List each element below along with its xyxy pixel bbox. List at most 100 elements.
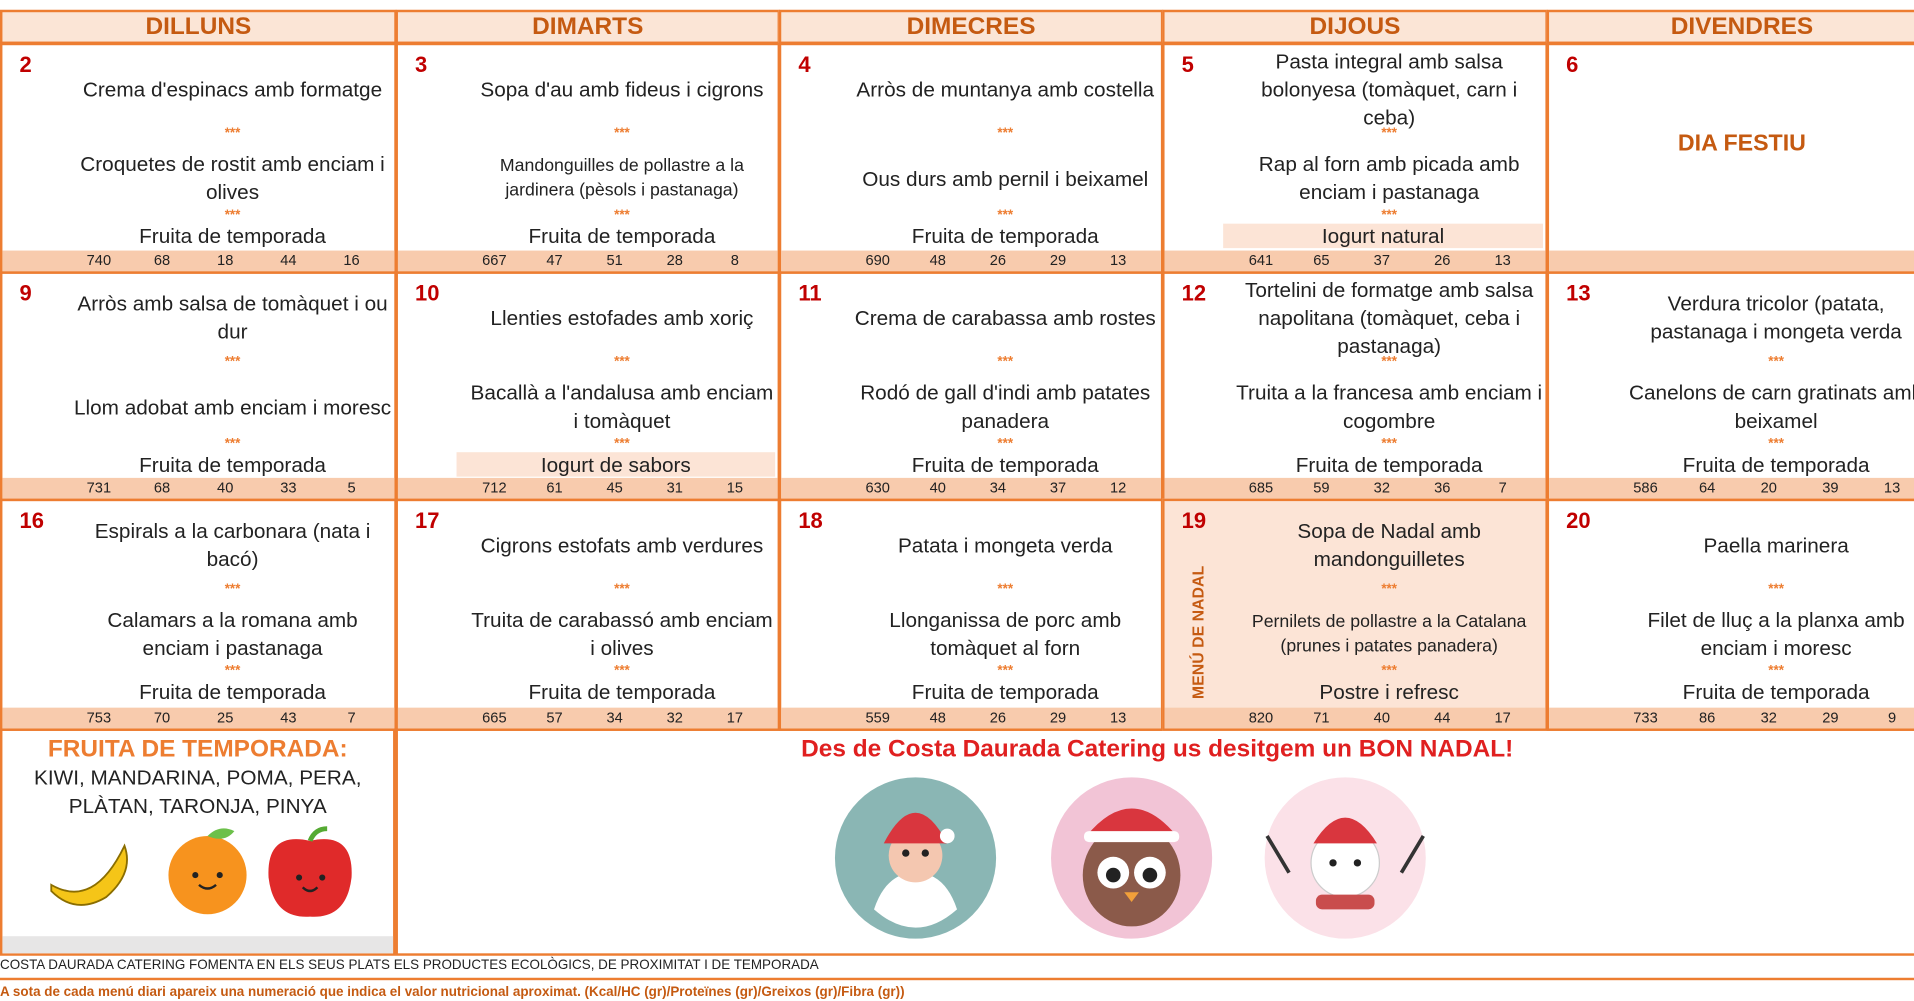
nutrition-value: 44 bbox=[280, 251, 297, 269]
nutrition-value: 48 bbox=[929, 251, 946, 269]
nutrition-value: 40 bbox=[929, 479, 946, 497]
separator: *** bbox=[997, 354, 1014, 370]
nutrition-value: 47 bbox=[546, 251, 563, 269]
nutrition-value: 29 bbox=[1822, 708, 1839, 726]
nutrition-value: 820 bbox=[1248, 708, 1274, 726]
dish: Truita a la francesa amb enciam i cogomb… bbox=[1236, 381, 1543, 433]
nutrition-band: 641 65 37 26 13 bbox=[1164, 250, 1546, 272]
day-cell: 10 Llenties estofades amb xoriç Bacallà a … bbox=[395, 271, 781, 502]
separator: *** bbox=[997, 207, 1014, 223]
separator: *** bbox=[1381, 663, 1397, 679]
nutrition-band: 740 68 18 44 16 bbox=[2, 250, 395, 272]
day-cell: 11 Crema de carabassa amb rostes Rodó de g… bbox=[778, 271, 1164, 502]
christmas-pictures bbox=[834, 777, 1426, 939]
fruit-list: KIWI, MANDARINA, POMA, PERA, PLÀTAN, TAR… bbox=[34, 766, 362, 818]
dish: Fruita de temporada bbox=[911, 224, 1099, 248]
dish: Fruita de temporada bbox=[1295, 452, 1483, 477]
separator: *** bbox=[1768, 354, 1784, 370]
separator: *** bbox=[614, 436, 630, 451]
day-cell: 13 Verdura tricolor (patata, pastanaga i … bbox=[1546, 271, 1914, 502]
date: 9 bbox=[19, 281, 32, 306]
nutrition-value: 13 bbox=[1883, 479, 1901, 497]
nutrition-value: 65 bbox=[1313, 251, 1330, 269]
date: 13 bbox=[1566, 281, 1591, 306]
day-header: DIJOUS bbox=[1162, 9, 1548, 44]
day-header: DILLUNS bbox=[0, 9, 397, 44]
day-cell: 6 DIA FESTIU bbox=[1546, 42, 1914, 274]
nutrition-band: 665 57 34 32 17 bbox=[397, 707, 778, 729]
day-cell: 12 Tortelini de formatge amb salsa napoli… bbox=[1162, 271, 1548, 502]
dish: Llonganissa de porc amb tomàquet al forn bbox=[889, 608, 1122, 660]
date: 18 bbox=[798, 508, 823, 533]
dish: Fruita de temporada bbox=[139, 452, 326, 477]
nutrition-value: 665 bbox=[482, 708, 507, 726]
dish: Bacallà a l'andalusa amb enciam i tomàqu… bbox=[470, 381, 774, 433]
nutrition-value: 25 bbox=[217, 708, 234, 726]
separator: *** bbox=[614, 125, 630, 141]
date: 6 bbox=[1566, 52, 1579, 77]
nutrition-value: 70 bbox=[153, 708, 171, 726]
greeting-box: Des de Costa Daurada Catering us desitge… bbox=[395, 728, 1914, 956]
nutrition-band: 586 64 20 39 13 bbox=[1549, 477, 1914, 499]
dish: Pernilets de pollastre a la Catalana (pr… bbox=[1251, 612, 1527, 657]
dish: Fruita de temporada bbox=[528, 680, 716, 704]
dish: Canelons de carn gratinats amb beixamel bbox=[1629, 381, 1914, 433]
day-cell: 9 Arròs amb salsa de tomàquet i ou dur Llo… bbox=[0, 271, 397, 502]
nutrition-value: 731 bbox=[86, 479, 112, 497]
date: 11 bbox=[798, 281, 822, 306]
nutrition-value: 712 bbox=[482, 479, 507, 497]
fruit-icons bbox=[50, 826, 352, 917]
nutrition-value: 32 bbox=[1760, 708, 1777, 726]
nutrition-value: 44 bbox=[1434, 708, 1451, 726]
dish: Calamars a la romana amb enciam i pastan… bbox=[107, 608, 358, 660]
separator: *** bbox=[1381, 207, 1397, 223]
dish: Arròs amb salsa de tomàquet i ou dur bbox=[77, 292, 388, 344]
nutrition-value: 753 bbox=[86, 708, 112, 726]
strip bbox=[2, 936, 394, 954]
nutrition-value: 40 bbox=[1373, 708, 1390, 726]
date: 4 bbox=[798, 52, 811, 77]
nutrition-value: 13 bbox=[1109, 708, 1127, 726]
day-cell: 20 Paella marinera Filet de lluç a la plan… bbox=[1546, 498, 1914, 731]
nutrition-value: 740 bbox=[86, 251, 112, 269]
nutrition-value: 43 bbox=[280, 708, 297, 726]
dish: Crema d'espinacs amb formatge bbox=[82, 77, 383, 101]
dish: Verdura tricolor (patata, pastanaga i mo… bbox=[1650, 292, 1902, 344]
nutrition-value: 733 bbox=[1633, 708, 1658, 726]
dish: Fruita de temporada bbox=[139, 224, 326, 248]
nutrition-value: 26 bbox=[989, 708, 1007, 726]
day-header: DIVENDRES bbox=[1546, 9, 1914, 44]
dish: Fruita de temporada bbox=[1682, 680, 1870, 704]
date: 20 bbox=[1566, 508, 1591, 533]
separator: *** bbox=[997, 436, 1014, 451]
greeting: Des de Costa Daurada Catering us desitge… bbox=[801, 735, 1514, 763]
dish: Arròs de muntanya amb costella bbox=[856, 77, 1155, 101]
day-header: DIMECRES bbox=[778, 9, 1164, 44]
date: 3 bbox=[415, 52, 428, 77]
dish: Postre i refresc bbox=[1319, 680, 1459, 704]
nutrition-value: 29 bbox=[1049, 251, 1067, 269]
dish: Fruita de temporada bbox=[911, 452, 1099, 477]
nutrition-value: 68 bbox=[153, 251, 171, 269]
nutrition-value: 559 bbox=[865, 708, 890, 726]
date: 10 bbox=[415, 281, 440, 306]
nutrition-value: 17 bbox=[726, 708, 744, 726]
nutrition-band: 733 86 32 29 9 bbox=[1549, 707, 1914, 729]
nutrition-value: 12 bbox=[1109, 479, 1127, 497]
nutrition-value: 64 bbox=[1698, 479, 1716, 497]
nutrition-band: 685 59 32 36 7 bbox=[1164, 477, 1546, 499]
dish: Patata i mongeta verda bbox=[897, 533, 1113, 557]
nutrition-value: 40 bbox=[217, 479, 234, 497]
separator: *** bbox=[1768, 663, 1784, 679]
dish: Llom adobat amb enciam i moresc bbox=[73, 395, 392, 419]
day-header: DIMARTS bbox=[395, 9, 781, 44]
nutrition-value: 28 bbox=[666, 251, 683, 269]
dish: Rodó de gall d'indi amb patates panadera bbox=[860, 381, 1151, 433]
separator: *** bbox=[614, 663, 630, 679]
separator: *** bbox=[1381, 581, 1397, 597]
dish: Cigrons estofats amb verdures bbox=[480, 533, 764, 557]
nutrition-value: 641 bbox=[1248, 251, 1274, 269]
dish: Sopa de Nadal amb mandonguilletes bbox=[1297, 519, 1481, 571]
date: 2 bbox=[19, 52, 32, 77]
dish: Fruita de temporada bbox=[139, 680, 326, 704]
